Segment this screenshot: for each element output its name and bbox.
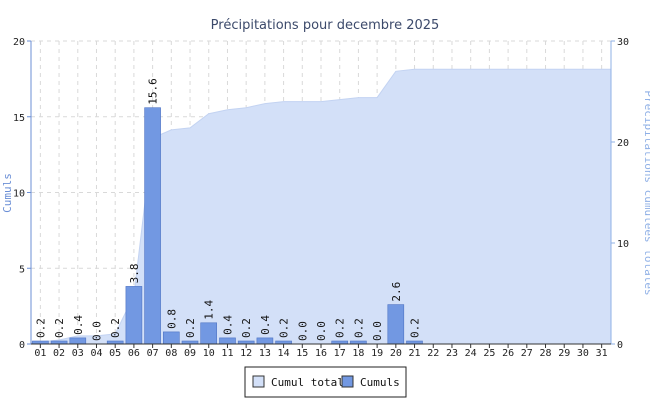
- y-right-tick-label: 10: [617, 239, 629, 250]
- y-left-tick-label: 10: [13, 189, 25, 200]
- x-tick-label-10: 10: [203, 348, 215, 359]
- x-tick-label-15: 15: [296, 348, 308, 359]
- x-tick-label-27: 27: [521, 348, 533, 359]
- x-tick-label-29: 29: [558, 348, 570, 359]
- x-tick-label-06: 06: [128, 348, 140, 359]
- bar-day-10: [200, 322, 217, 345]
- y-left-tick-label: 5: [19, 264, 25, 275]
- data-label-day-03: 0.4: [72, 315, 85, 335]
- data-label-day-19: 0.0: [371, 321, 384, 341]
- legend: Cumul total Cumuls: [244, 366, 407, 398]
- data-label-day-14: 0.2: [278, 318, 291, 338]
- x-tick-label-14: 14: [278, 348, 290, 359]
- bar-data-labels: 0.2 0.2 0.4 0.0 0.2 3.8 15.6 0.8 0.2 1.4 0.4 0.2 0.4…: [34, 78, 421, 341]
- x-tick-label-17: 17: [334, 348, 346, 359]
- bar-day-20: [387, 304, 405, 345]
- y-left-tick-label: 15: [13, 113, 25, 124]
- data-label-day-17: 0.2: [334, 318, 347, 338]
- x-tick-label-13: 13: [259, 348, 271, 359]
- legend-frame: [244, 366, 407, 398]
- data-label-day-11: 0.4: [222, 315, 235, 335]
- data-label-day-09: 0.2: [184, 318, 197, 338]
- x-tick-label-03: 03: [72, 348, 84, 359]
- data-label-day-01: 0.2: [34, 318, 47, 338]
- data-label-day-04: 0.0: [91, 321, 104, 341]
- legend-swatch-cumul-total: [252, 375, 265, 388]
- bar-day-06: [125, 286, 143, 345]
- data-label-day-10: 1.4: [203, 300, 216, 320]
- y-right-tick-label: 30: [617, 37, 629, 48]
- data-label-day-12: 0.2: [240, 318, 253, 338]
- x-tick-label-26: 26: [502, 348, 514, 359]
- x-tick-label-08: 08: [165, 348, 177, 359]
- bar-day-11: [219, 337, 236, 345]
- x-tick-label-07: 07: [147, 348, 159, 359]
- legend-label-cumul-total: Cumul total: [271, 376, 344, 389]
- y-left-tick-label: 20: [13, 37, 25, 48]
- bar-day-07: [144, 107, 161, 345]
- y-axis-right-label: Précipitations cumulées totales: [642, 90, 650, 295]
- data-label-day-20: 2.6: [390, 282, 403, 302]
- x-tick-label-05: 05: [109, 348, 121, 359]
- x-tick-label-01: 01: [34, 348, 46, 359]
- x-tick-label-11: 11: [221, 348, 233, 359]
- x-tick-label-28: 28: [539, 348, 551, 359]
- chart-title: Précipitations pour decembre 2025: [211, 18, 440, 33]
- x-tick-label-18: 18: [352, 348, 364, 359]
- x-tick-label-09: 09: [184, 348, 196, 359]
- y-left-tick-label: 0: [19, 340, 25, 351]
- x-tick-label-20: 20: [390, 348, 402, 359]
- data-label-day-13: 0.4: [259, 315, 272, 335]
- x-tick-label-04: 04: [90, 348, 102, 359]
- x-tick-label-12: 12: [240, 348, 252, 359]
- cumulative-area: [30, 68, 612, 345]
- x-tick-label-19: 19: [371, 348, 383, 359]
- x-tick-label-22: 22: [427, 348, 439, 359]
- data-label-day-07: 15.6: [147, 78, 160, 105]
- y-axis-left-label: Cumuls: [1, 173, 14, 213]
- y-right-tick-label: 0: [617, 340, 623, 351]
- x-tick-label-30: 30: [577, 348, 589, 359]
- x-tick-label-25: 25: [483, 348, 495, 359]
- data-label-day-15: 0.0: [296, 321, 309, 341]
- y-right-tick-label: 20: [617, 138, 629, 149]
- x-tick-label-23: 23: [446, 348, 458, 359]
- data-label-day-08: 0.8: [165, 309, 178, 329]
- data-label-day-02: 0.2: [53, 318, 66, 338]
- data-label-day-06: 3.8: [128, 264, 141, 284]
- x-tick-label-16: 16: [315, 348, 327, 359]
- data-label-day-16: 0.0: [315, 321, 328, 341]
- legend-swatch-cumuls: [341, 375, 354, 388]
- x-tick-label-24: 24: [465, 348, 477, 359]
- daily-bar-series: [32, 107, 423, 345]
- legend-label-cumuls: Cumuls: [360, 376, 400, 389]
- data-label-day-05: 0.2: [109, 318, 122, 338]
- bar-day-08: [163, 331, 180, 345]
- x-tick-label-21: 21: [409, 348, 421, 359]
- x-tick-label-02: 02: [53, 348, 65, 359]
- data-label-day-18: 0.2: [352, 318, 365, 338]
- bar-day-03: [69, 337, 87, 345]
- bar-day-13: [256, 337, 274, 345]
- x-tick-label-31: 31: [596, 348, 608, 359]
- data-label-day-21: 0.2: [409, 318, 422, 338]
- cumulative-area-series: [30, 68, 612, 345]
